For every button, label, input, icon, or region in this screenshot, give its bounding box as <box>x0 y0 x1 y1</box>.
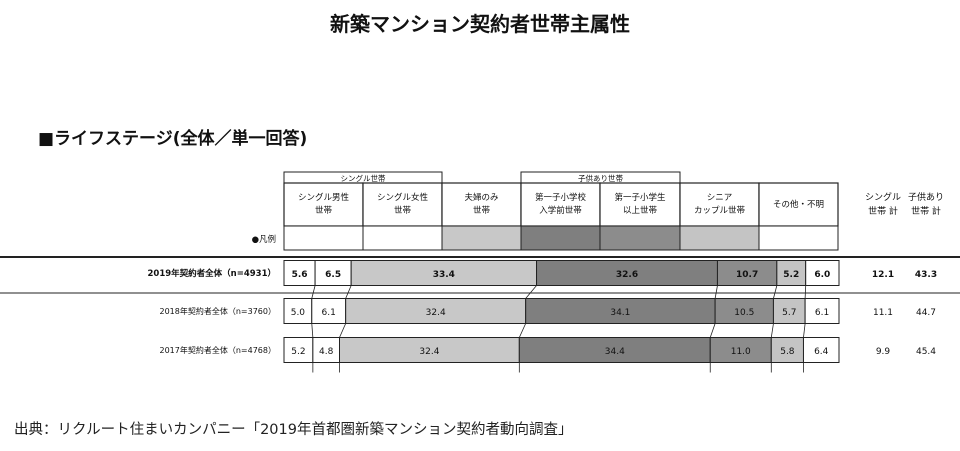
bar-segment <box>283 298 313 324</box>
total-header-label: 世帯 計 <box>868 205 898 217</box>
header-column-box <box>441 182 522 227</box>
header-column-box <box>599 182 681 227</box>
header-column-box <box>679 182 760 227</box>
legend-swatch-single_male <box>283 225 364 251</box>
data-label: 6.4 <box>814 347 829 357</box>
legend-swatch-other <box>758 225 839 251</box>
bar-segment <box>802 337 840 363</box>
header-column-label: 世帯 <box>394 205 412 216</box>
header-column-box <box>283 182 364 227</box>
legend-swatch-single_female <box>362 225 443 251</box>
data-label: 6.1 <box>322 308 336 318</box>
data-label: 32.6 <box>616 270 638 280</box>
data-label: 34.4 <box>605 347 625 357</box>
header-column-box <box>362 182 443 227</box>
legend-swatch-couple <box>441 225 522 251</box>
bar-segment <box>772 298 806 324</box>
data-label: 33.4 <box>433 270 455 280</box>
total-single: 11.1 <box>873 308 893 318</box>
connector-line <box>804 285 807 299</box>
header-column-box <box>520 182 601 227</box>
bar-segment <box>716 260 778 286</box>
data-label: 5.2 <box>783 270 799 280</box>
data-label: 32.4 <box>426 308 446 318</box>
header-column-label: シニア <box>707 193 733 203</box>
legend-swatch-senior <box>679 225 760 251</box>
data-label: 5.7 <box>782 308 796 318</box>
connector-line <box>518 323 527 338</box>
bar-segment <box>311 298 347 324</box>
data-label: 5.0 <box>291 308 306 318</box>
legend-swatch-child_school <box>599 225 681 251</box>
row-label: 2017年契約者全体（n=4768） <box>160 345 277 355</box>
page-title: 新築マンション契約者世帯主属性 <box>330 12 630 36</box>
header-column-label: 入学前世帯 <box>539 205 582 216</box>
total-child: 43.3 <box>915 270 937 280</box>
connector-line <box>345 285 352 299</box>
header-column-label: シングル女性 <box>377 192 429 203</box>
connector-line <box>525 285 537 299</box>
total-child: 45.4 <box>916 347 936 357</box>
connector-line <box>311 323 314 338</box>
total-header-label: 世帯 計 <box>911 205 941 217</box>
data-label: 32.4 <box>419 347 439 357</box>
data-label: 5.8 <box>780 347 795 357</box>
row-label: 2018年契約者全体（n=3760） <box>160 306 277 316</box>
data-label: 11.0 <box>731 347 751 357</box>
legend-row-label: ●凡例 <box>252 234 276 245</box>
section-title: ■ライフステージ(全体／単一回答) <box>38 129 308 149</box>
header-column-label: 以上世帯 <box>623 205 658 216</box>
bar-segment <box>805 260 840 286</box>
header-group-label: 子供あり世帯 <box>578 173 623 183</box>
connector-line <box>311 285 316 299</box>
source-note: 出典：リクルート住まいカンパニー「2019年首都圏新築マンション契約者動向調査」 <box>14 422 573 438</box>
bar-segment <box>345 298 527 324</box>
bar-segment <box>536 260 718 286</box>
connector-line <box>803 323 806 338</box>
chart-bars: 2019年契約者全体（n=4931） 5.6 6.5 33.4 32.6 10.7 5.2 6… <box>148 260 937 373</box>
data-label: 10.7 <box>736 270 758 280</box>
bar-segment <box>804 298 840 324</box>
header-column-label: カップル世帯 <box>694 205 746 216</box>
row-label: 2019年契約者全体（n=4931） <box>148 268 277 279</box>
bar-segment <box>339 337 520 363</box>
bar-segment <box>312 337 340 363</box>
data-label: 5.2 <box>291 347 305 357</box>
header-column-label: シングル男性 <box>298 192 350 203</box>
connector-line <box>773 285 778 299</box>
connector-line <box>714 285 718 299</box>
header-column-box <box>758 182 839 227</box>
total-header-label: シングル <box>865 191 901 203</box>
total-header-label: 子供あり <box>908 191 944 203</box>
data-label: 6.0 <box>814 270 830 280</box>
total-single: 12.1 <box>872 270 894 280</box>
header-column-label: 夫婦のみ <box>464 192 499 203</box>
bar-segment <box>776 260 807 286</box>
data-label: 6.1 <box>815 308 829 318</box>
total-child: 44.7 <box>916 308 936 318</box>
header-column-label: 世帯 <box>473 205 491 216</box>
header-column-label: 世帯 <box>315 205 333 216</box>
bar-segment <box>525 298 716 324</box>
header-column-label: その他・不明 <box>773 199 824 210</box>
bar-segment <box>709 337 772 363</box>
header-group-label: シングル世帯 <box>341 173 386 183</box>
data-label: 5.6 <box>292 270 308 280</box>
data-label: 4.8 <box>319 347 334 357</box>
connector-line <box>770 323 774 338</box>
total-single: 9.9 <box>876 347 891 357</box>
header-column-label: 第一子小学生 <box>614 192 666 203</box>
bar-segment <box>283 260 316 286</box>
connector-line <box>709 323 716 338</box>
legend-swatch-child_preschool <box>520 225 601 251</box>
bar-segment <box>283 337 314 363</box>
data-label: 6.5 <box>325 270 341 280</box>
chart-header: シングル世帯 子供あり世帯シングル男性世帯シングル女性世帯夫婦のみ世帯第一子小学校… <box>0 171 960 294</box>
header-column-label: 第一子小学校 <box>535 192 587 203</box>
data-label: 34.1 <box>610 308 630 318</box>
connector-line <box>339 323 347 338</box>
data-label: 10.5 <box>734 308 754 318</box>
